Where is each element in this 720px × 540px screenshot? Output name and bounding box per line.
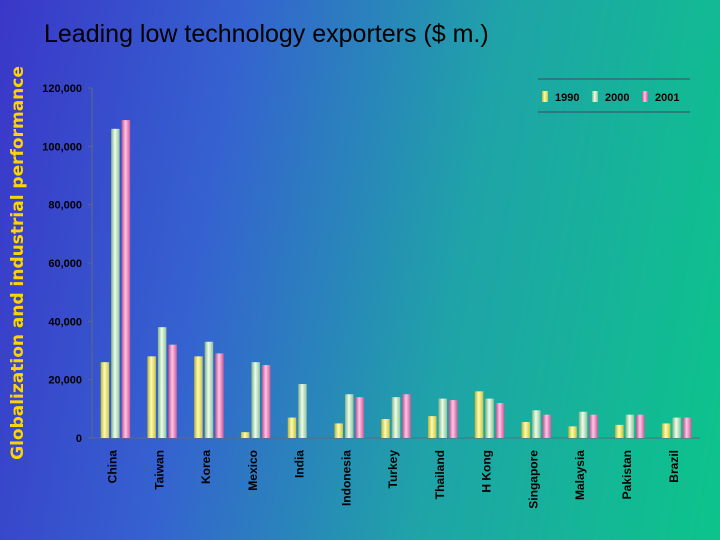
bar-2001-pakistan (636, 414, 645, 438)
bars (100, 120, 692, 439)
legend-label-2000: 2000 (605, 92, 629, 104)
y-tick-label: 100,000 (42, 141, 82, 153)
chart-title: Leading low technology exporters ($ m.) (44, 20, 489, 48)
y-tick-label: 120,000 (42, 83, 82, 95)
bar-2000-india (298, 384, 307, 438)
bar-1990-taiwan (147, 356, 156, 438)
bar-2001-h-kong (495, 403, 505, 438)
bar-2001-china (121, 120, 131, 438)
bar-2001-taiwan (168, 344, 177, 438)
bar-2000-singapore (532, 410, 541, 438)
x-tick-label: Brazil (667, 450, 681, 483)
bar-2001-korea (215, 353, 224, 438)
y-tick-label: 60,000 (48, 258, 82, 270)
bar-1990-singapore (521, 421, 531, 438)
x-tick-label: Singapore (526, 450, 540, 509)
y-tick-label: 20,000 (48, 375, 82, 387)
bar-1990-brazil (661, 423, 671, 438)
x-tick-label: Malaysia (573, 450, 587, 500)
bar-1990-china (100, 362, 110, 438)
bar-2001-mexico (261, 365, 271, 438)
bar-1990-malaysia (568, 426, 577, 438)
x-tick-label: India (293, 450, 307, 478)
bar-2001-singapore (542, 414, 552, 438)
bar-2000-mexico (251, 362, 260, 438)
bar-1990-india (287, 417, 297, 438)
bar-1990-korea (194, 356, 203, 438)
y-tick-label: 40,000 (48, 316, 82, 328)
bar-1990-mexico (240, 432, 250, 438)
bar-2000-pakistan (625, 414, 635, 438)
bar-2000-indonesia (344, 394, 354, 438)
bar-1990-turkey (381, 419, 390, 438)
x-tick-label: Pakistan (620, 450, 634, 499)
x-tick-label: H Kong (480, 450, 494, 493)
legend-swatch-2001 (642, 91, 648, 102)
bar-1990-pakistan (615, 424, 624, 438)
x-tick-label: Thailand (433, 450, 447, 499)
x-tick-label: Turkey (386, 450, 400, 489)
legend-label-2001: 2001 (655, 92, 679, 104)
x-tick-label: Indonesia (339, 450, 353, 506)
bar-2000-malaysia (578, 411, 588, 438)
bar-2001-thailand (449, 400, 458, 438)
x-tick-label: Korea (199, 450, 213, 484)
bar-2000-korea (204, 341, 214, 438)
bar-2001-brazil (682, 417, 692, 438)
bar-2001-turkey (402, 394, 411, 438)
bar-2000-brazil (672, 417, 681, 438)
bar-2000-thailand (438, 398, 448, 438)
bar-2001-indonesia (355, 397, 364, 438)
bar-1990-thailand (428, 416, 437, 438)
x-tick-label: Taiwan (152, 450, 166, 490)
x-tick-label: China (106, 450, 120, 484)
axes: 0 20,000 40,000 60,000 80,000 100,000 120,000 C… (42, 83, 700, 509)
y-tick-label: 0 (76, 433, 82, 445)
bar-2000-h-kong (485, 398, 494, 438)
legend-swatch-1990 (542, 91, 548, 102)
bar-1990-h-kong (474, 391, 484, 438)
x-tick-label: Mexico (246, 450, 260, 491)
legend: 1990 2000 2001 (538, 78, 690, 113)
bar-2000-turkey (391, 397, 401, 438)
bar-1990-indonesia (334, 423, 343, 438)
legend-label-1990: 1990 (555, 92, 579, 104)
bar-2000-china (111, 128, 120, 439)
legend-swatch-2000 (592, 91, 598, 102)
bar-2000-taiwan (157, 327, 167, 438)
bar-2001-malaysia (589, 414, 598, 438)
y-tick-label: 80,000 (48, 200, 82, 212)
